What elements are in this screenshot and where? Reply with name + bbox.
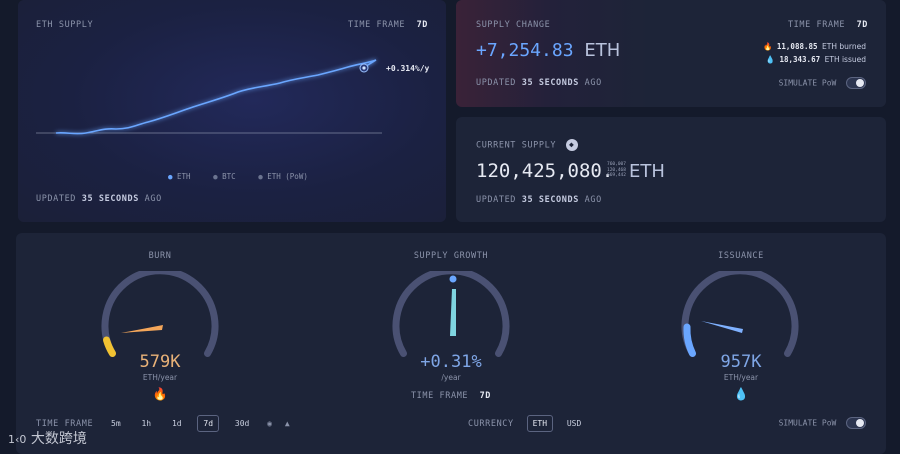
droplet-icon: 💧 — [765, 55, 775, 64]
timeframe-selector: TIME FRAME 5m 1h 1d 7d 30d ◉ ▲ — [36, 415, 290, 432]
currency-eth[interactable]: ETH — [526, 415, 554, 432]
eth-logo-icon: ◆ — [565, 139, 578, 151]
supply-growth-unit: /year — [441, 373, 461, 382]
timeframe-7d[interactable]: 7d — [197, 415, 220, 432]
simulate-pow-toggle-top[interactable]: SIMULATE PoW — [779, 77, 866, 89]
flame-icon: 🔥 — [152, 387, 168, 401]
timeframe-5m[interactable]: 5m — [111, 419, 121, 428]
timeframe-30d[interactable]: 30d — [234, 419, 250, 428]
current-supply-title: CURRENT SUPPLY ◆ — [476, 139, 578, 151]
supply-growth-value: +0.31% — [420, 352, 482, 372]
burned-row: 🔥 11,088.85 ETH burned — [763, 42, 866, 51]
droplet-icon: 💧 — [733, 387, 749, 401]
eth-supply-card: ETH SUPPLY TIME FRAME 7d +0.314%/y ● ETH… — [18, 0, 446, 222]
supply-growth-gauge — [392, 271, 510, 357]
watermark-logo: 1‹0 大数跨境 — [8, 431, 87, 447]
burn-needle — [121, 325, 163, 333]
toggle-switch[interactable] — [846, 417, 866, 429]
issuance-value: 957K — [720, 352, 762, 372]
current-supply-unit: ETH — [629, 161, 665, 182]
timeframe-1d[interactable]: 1d — [171, 419, 182, 428]
burn-value: 579K — [139, 352, 181, 372]
burn-title: BURN — [148, 251, 172, 261]
toggle-switch[interactable] — [846, 77, 866, 89]
simulate-pow-toggle[interactable]: SIMULATE PoW — [779, 417, 866, 429]
eth-supply-timeframe[interactable]: TIME FRAME 7d — [347, 20, 428, 30]
eth-supply-title: ETH SUPPLY — [36, 20, 94, 30]
supply-change-card: SUPPLY CHANGE TIME FRAME 7d +7,254.83 ET… — [456, 0, 886, 107]
issuance-needle — [701, 321, 743, 333]
legend-eth[interactable]: ● ETH — [168, 172, 191, 181]
supply-change-updated: UPDATED 35 SECONDS AGO — [476, 78, 602, 88]
timeframe-1h[interactable]: 1h — [141, 419, 152, 428]
chart-legend: ● ETH ● BTC ● ETH (PoW) — [168, 172, 308, 181]
gauges-card: BURN 579K ETH/year 🔥 SUPPLY GROWTH +0.31… — [16, 233, 886, 454]
currency-selector: CURRENCY ETH USD — [468, 415, 586, 432]
current-supply-card: CURRENT SUPPLY ◆ 120,425,080. 760,007 12… — [456, 117, 886, 222]
legend-eth-pow[interactable]: ● ETH (PoW) — [258, 172, 308, 181]
legend-btc[interactable]: ● BTC — [213, 172, 236, 181]
issuance-gauge — [681, 271, 799, 357]
current-supply-decimals: 760,007 120,468 669,442 — [607, 162, 626, 178]
eth-supply-line — [55, 59, 377, 135]
eth-supply-updated: UPDATED 35 SECONDS AGO — [36, 194, 162, 204]
supply-growth-title: SUPPLY GROWTH — [413, 251, 489, 261]
supply-change-timeframe[interactable]: TIME FRAME 7d — [787, 20, 868, 30]
merge-icon[interactable]: ◉ — [267, 419, 272, 428]
issued-row: 💧 18,343.67 ETH issued — [765, 55, 866, 64]
issuance-unit: ETH/year — [723, 373, 759, 382]
burn-unit: ETH/year — [142, 373, 178, 382]
flame-filter-icon[interactable]: ▲ — [284, 419, 290, 428]
current-supply-updated: UPDATED 35 SECONDS AGO — [476, 195, 602, 205]
issuance-title: ISSUANCE — [718, 251, 764, 261]
current-supply-value: 120,425,080. — [476, 160, 614, 182]
eth-supply-chart — [36, 59, 382, 135]
growth-needle — [450, 289, 456, 336]
flame-icon: 🔥 — [763, 42, 773, 51]
currency-usd[interactable]: USD — [566, 419, 582, 428]
supply-change-value: +7,254.83 ETH — [476, 40, 621, 61]
watermark-mark: 1‹0 — [8, 433, 27, 446]
supply-change-title: SUPPLY CHANGE — [476, 20, 551, 30]
supply-growth-timeframe: TIME FRAME 7d — [410, 391, 492, 401]
burn-gauge — [101, 271, 219, 357]
growth-annotation: +0.314%/y — [386, 64, 430, 73]
